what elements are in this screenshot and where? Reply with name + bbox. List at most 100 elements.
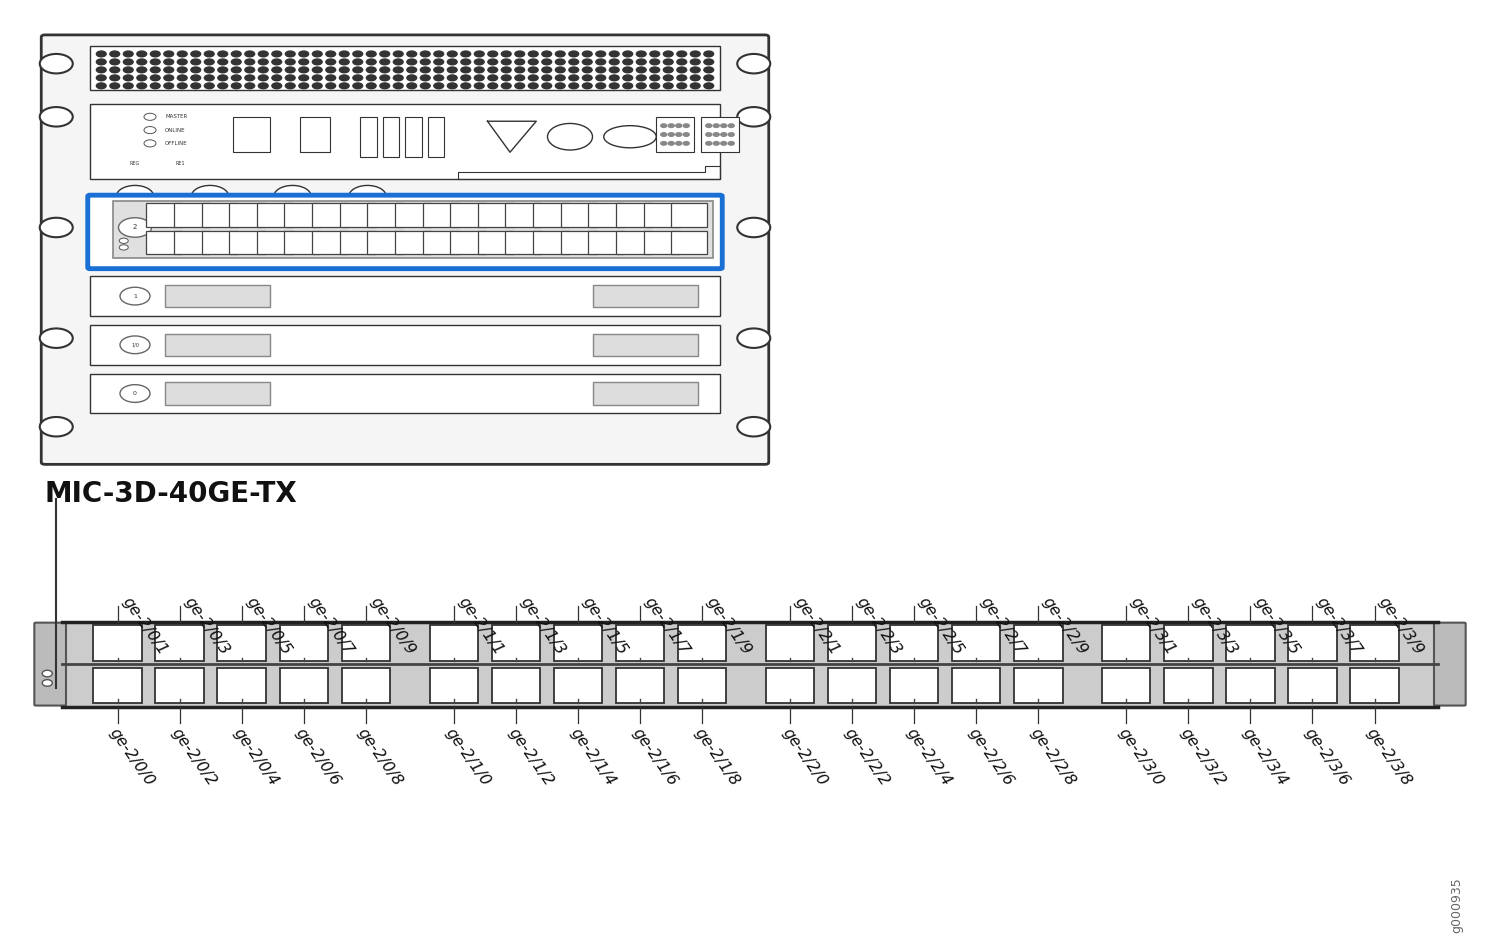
- Circle shape: [663, 83, 674, 89]
- Bar: [165, 285, 270, 307]
- Bar: [890, 668, 939, 703]
- Circle shape: [528, 67, 538, 73]
- Circle shape: [298, 83, 309, 89]
- Circle shape: [568, 51, 579, 57]
- Bar: [429, 625, 478, 661]
- Circle shape: [650, 75, 660, 81]
- Bar: [492, 625, 540, 661]
- Bar: [561, 231, 597, 254]
- Circle shape: [217, 59, 228, 65]
- Circle shape: [190, 75, 201, 81]
- Circle shape: [663, 75, 674, 81]
- Circle shape: [676, 51, 687, 57]
- Text: ge-2/2/1: ge-2/2/1: [792, 594, 842, 658]
- Circle shape: [433, 83, 444, 89]
- Circle shape: [312, 75, 322, 81]
- Bar: [678, 668, 726, 703]
- Circle shape: [704, 67, 714, 73]
- Circle shape: [39, 54, 72, 73]
- Text: ge-2/3/2: ge-2/3/2: [1178, 725, 1228, 788]
- Circle shape: [339, 75, 350, 81]
- Bar: [174, 203, 210, 227]
- Circle shape: [339, 51, 350, 57]
- Circle shape: [650, 67, 660, 73]
- Bar: [62, 622, 1438, 706]
- Circle shape: [501, 83, 512, 89]
- Circle shape: [675, 141, 681, 145]
- Circle shape: [366, 75, 376, 81]
- Circle shape: [150, 51, 160, 57]
- Circle shape: [636, 51, 646, 57]
- Circle shape: [596, 51, 606, 57]
- Circle shape: [150, 75, 160, 81]
- Circle shape: [447, 59, 458, 65]
- Circle shape: [190, 59, 201, 65]
- Circle shape: [568, 67, 579, 73]
- Bar: [300, 117, 330, 153]
- Bar: [644, 203, 680, 227]
- Circle shape: [150, 59, 160, 65]
- Bar: [588, 231, 624, 254]
- Bar: [112, 201, 712, 258]
- Text: ge-2/3/1: ge-2/3/1: [1128, 594, 1179, 658]
- Circle shape: [705, 141, 711, 145]
- FancyBboxPatch shape: [34, 623, 66, 706]
- Circle shape: [352, 83, 363, 89]
- Bar: [368, 203, 404, 227]
- Circle shape: [120, 245, 128, 250]
- Bar: [165, 333, 270, 356]
- Circle shape: [690, 83, 700, 89]
- Circle shape: [120, 287, 150, 305]
- Bar: [394, 203, 430, 227]
- Circle shape: [110, 83, 120, 89]
- Text: ge-2/0/5: ge-2/0/5: [243, 594, 294, 658]
- Bar: [1226, 625, 1275, 661]
- Circle shape: [123, 59, 134, 65]
- Circle shape: [669, 133, 675, 137]
- Circle shape: [609, 51, 619, 57]
- Circle shape: [420, 75, 430, 81]
- Circle shape: [447, 67, 458, 73]
- Circle shape: [501, 75, 512, 81]
- Circle shape: [217, 75, 228, 81]
- Circle shape: [393, 67, 404, 73]
- Text: MASTER: MASTER: [165, 114, 188, 120]
- Circle shape: [433, 51, 444, 57]
- Circle shape: [609, 75, 619, 81]
- Circle shape: [650, 83, 660, 89]
- Bar: [1288, 668, 1336, 703]
- Circle shape: [528, 59, 538, 65]
- Bar: [1350, 625, 1398, 661]
- Circle shape: [298, 59, 309, 65]
- Circle shape: [231, 75, 242, 81]
- Bar: [700, 117, 738, 153]
- Circle shape: [675, 124, 681, 127]
- Circle shape: [190, 51, 201, 57]
- Text: 1: 1: [134, 294, 136, 299]
- Bar: [230, 231, 266, 254]
- Bar: [592, 333, 698, 356]
- Circle shape: [433, 75, 444, 81]
- Circle shape: [474, 51, 484, 57]
- Bar: [561, 203, 597, 227]
- Circle shape: [380, 83, 390, 89]
- Circle shape: [366, 67, 376, 73]
- Circle shape: [514, 59, 525, 65]
- Bar: [1226, 668, 1275, 703]
- Circle shape: [150, 83, 160, 89]
- Circle shape: [352, 59, 363, 65]
- Circle shape: [272, 75, 282, 81]
- Circle shape: [447, 83, 458, 89]
- Text: ge-2/1/7: ge-2/1/7: [642, 594, 692, 658]
- Text: 2: 2: [134, 224, 136, 231]
- Circle shape: [704, 51, 714, 57]
- Circle shape: [609, 59, 619, 65]
- Circle shape: [582, 59, 592, 65]
- Circle shape: [123, 51, 134, 57]
- Circle shape: [96, 59, 106, 65]
- Text: ge-2/0/8: ge-2/0/8: [356, 725, 405, 788]
- Text: ge-2/1/6: ge-2/1/6: [628, 725, 680, 788]
- Bar: [429, 668, 478, 703]
- Circle shape: [42, 680, 52, 686]
- Circle shape: [144, 113, 156, 121]
